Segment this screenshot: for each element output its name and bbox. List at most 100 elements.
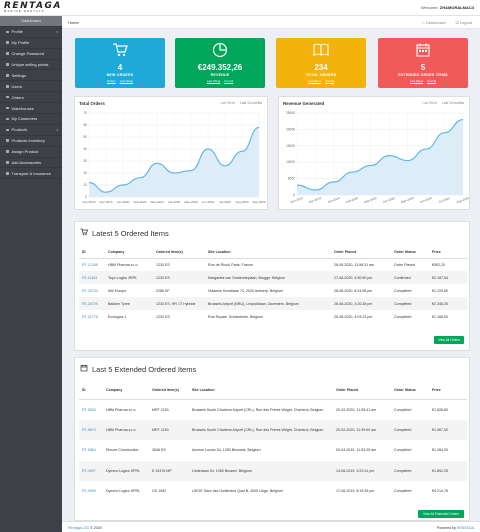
- card-link[interactable]: Orders: [107, 79, 116, 83]
- order-id-link[interactable]: RT-5893: [82, 407, 96, 412]
- sidebar-item-assign-product[interactable]: Assign Product: [0, 147, 62, 158]
- card-label: NEW ORDERS: [106, 73, 134, 77]
- table-cell: Confirmed: [391, 271, 429, 284]
- table-row[interactable]: RT-4997 Dymmo Logics SPRL E 15176 MP Linded…: [79, 460, 467, 481]
- card-link[interactable]: Last Week: [119, 79, 133, 83]
- column-header[interactable]: Order Status: [391, 246, 429, 259]
- footer-brand-link[interactable]: Rentaga LTD: [68, 526, 90, 530]
- table-cell: Bakken Tyree: [105, 297, 153, 310]
- column-header[interactable]: Order Placed: [331, 246, 391, 259]
- x-tick-label: Feb-2020: [345, 196, 359, 204]
- table-cell: Margareta van Oostendeplaan, Brugge, Bel…: [205, 271, 331, 284]
- sidebar-item-label: Orders: [11, 94, 24, 100]
- sidebar-item-my-profile[interactable]: My Profile: [0, 38, 62, 49]
- table-row[interactable]: RT-5870 HBM Pharma s.r.o. MRT 2150 Brussels…: [79, 419, 467, 440]
- column-header[interactable]: Order Placed: [333, 382, 391, 400]
- sidebar-item-change-password[interactable]: Change Password: [0, 49, 62, 60]
- logout-link[interactable]: ⏻ Logout: [455, 20, 472, 25]
- order-id-link[interactable]: RT-21778: [82, 314, 98, 319]
- column-header[interactable]: Price: [429, 246, 467, 259]
- chart-tool-last-12-months[interactable]: Last 12 months: [240, 101, 262, 105]
- card-link[interactable]: Overall: [224, 79, 234, 83]
- order-id-link[interactable]: RT-12345: [82, 262, 98, 267]
- menu-dot-icon: [6, 52, 9, 55]
- sidebar-item-add-accessories[interactable]: Add Accessories: [0, 158, 62, 169]
- card-link[interactable]: Last Week: [409, 79, 424, 83]
- card-extended-order-items[interactable]: 5 EXTENDED ORDER ITEMS Last Week Overall: [378, 38, 468, 88]
- table-row[interactable]: RT-11164 Toyo Logics 3RPL 1230 ES Margareta…: [79, 271, 467, 284]
- card-total-orders[interactable]: 234 TOTAL ORDERS Last Week Overall: [276, 38, 366, 88]
- column-header[interactable]: Price: [429, 382, 467, 400]
- dashboard-link[interactable]: ⌂ Dashboard: [422, 20, 446, 25]
- menu-dot-icon: [6, 128, 9, 132]
- order-id-link[interactable]: RT-5864: [82, 448, 96, 453]
- x-tick-label: Dec-2019: [308, 196, 322, 204]
- table-row[interactable]: RT-4909 Dymmo Logics SPRL GS 1552 LIEGE Gar…: [79, 481, 467, 502]
- column-header[interactable]: Site Location: [205, 246, 331, 259]
- column-header[interactable]: Order Status: [391, 382, 429, 400]
- table-row[interactable]: RT-21778 Ecologics 1 1230 ES Rue Royale, Sc…: [79, 310, 467, 323]
- order-id-link[interactable]: RT-4909: [82, 489, 96, 494]
- order-id-link[interactable]: RT-25709: [79, 297, 105, 310]
- card-revenue[interactable]: €249.352,26 REVENUE Last Week Overall: [175, 38, 265, 88]
- column-header[interactable]: Site Location: [189, 382, 333, 400]
- chart-tool-last-week[interactable]: Last Week: [422, 101, 438, 105]
- table-cell: HBM Pharma s.r.o.: [106, 407, 137, 412]
- column-header[interactable]: ID: [79, 246, 105, 259]
- table-header-row: ID Company Ordered Item(s) Site Location Ord…: [79, 382, 467, 400]
- table-row[interactable]: RT-25734 AW Europe 2266 KF Vlaamse Kunstlaa…: [79, 284, 467, 297]
- chart-tool-last-12-months[interactable]: Last 12 months: [442, 101, 464, 105]
- table-row[interactable]: RT-25709 Bakken Tyree 1230 ES, HR 1T Hybri…: [79, 297, 467, 310]
- y-tick-label: 40: [83, 147, 87, 151]
- breadcrumb-home[interactable]: Home: [68, 20, 79, 25]
- order-id-link[interactable]: RT-4997: [79, 460, 103, 481]
- table-cell: 26-08-2020, 8:24:58 pm: [334, 288, 373, 293]
- table-row[interactable]: RT-12345 HBM Pharma s.r.o. 1230 ES Rue de R…: [79, 258, 467, 271]
- sidebar-item-settings[interactable]: Settings: [0, 70, 62, 82]
- y-tick-label: 20: [83, 171, 87, 175]
- order-id-link[interactable]: RT-5870: [79, 419, 103, 440]
- menu-dot-icon: [6, 117, 9, 121]
- column-header[interactable]: ID: [79, 382, 103, 400]
- sidebar-item-transport-insurance[interactable]: Transport & Insurance: [0, 168, 62, 180]
- column-header[interactable]: Ordered Item(s): [153, 246, 205, 259]
- sidebar-item-unique-selling-points[interactable]: Unique selling points: [0, 60, 62, 71]
- footer-powered-link[interactable]: RENTAGA: [456, 526, 474, 530]
- card-link[interactable]: Overall: [427, 79, 437, 83]
- view-all-orders-button[interactable]: View All Orders: [434, 336, 464, 344]
- sidebar-item-products-inventory[interactable]: Products Inventory: [0, 136, 62, 147]
- y-tick-label: 15000: [286, 144, 295, 148]
- sidebar-item-profile[interactable]: Profile ▾: [0, 27, 62, 38]
- sidebar-item-orders[interactable]: Orders: [0, 92, 62, 104]
- table-cell: €2.346,25: [429, 297, 467, 310]
- table-cell: 1230 ES: [156, 314, 170, 319]
- sidebar-item-products[interactable]: Products ▾: [0, 125, 62, 136]
- sidebar-item-warehouses[interactable]: Warehouses: [0, 103, 62, 115]
- sidebar-item-my-customers[interactable]: My Customers: [0, 114, 62, 125]
- card-link[interactable]: Last Week: [206, 79, 221, 83]
- card-link[interactable]: Last Week: [307, 79, 322, 83]
- view-all-extended-orders-button[interactable]: View All Extended Orders: [418, 510, 464, 518]
- table-cell: 1230 ES: [156, 262, 170, 267]
- x-tick-label: Jun-2020: [419, 196, 432, 204]
- card-label: TOTAL ORDERS: [305, 73, 337, 77]
- card-link[interactable]: Overall: [325, 79, 335, 83]
- table-cell: Completed: [391, 460, 429, 481]
- order-id-link[interactable]: RT-25734: [82, 288, 98, 293]
- card-new-orders[interactable]: 4 NEW ORDERS Orders Last Week: [75, 38, 165, 88]
- sidebar-item-dashboard[interactable]: Dashboard: [0, 16, 62, 27]
- chart-tool-last-week[interactable]: Last Week: [220, 101, 236, 105]
- sidebar-item-label: Users: [11, 83, 22, 89]
- column-header[interactable]: Company: [103, 382, 149, 400]
- table-row[interactable]: RT-5864 Elmore Construction 2646 ES Avenue …: [79, 440, 467, 461]
- table-row[interactable]: RT-5893 HBM Pharma s.r.o. MRT 2150 Brussels…: [79, 399, 467, 420]
- sidebar-item-users[interactable]: Users: [0, 81, 62, 93]
- table-cell: Brussels South Charleroi Airport (CRL), …: [189, 419, 333, 440]
- table-cell: Rue Royale, Schaerbeek, Belgium: [208, 314, 263, 319]
- table-cell: 20-02-2020, 11:39:00 am: [333, 419, 391, 440]
- column-header[interactable]: Company: [105, 246, 153, 259]
- column-header[interactable]: Ordered Item(s): [149, 382, 189, 400]
- logo[interactable]: RENTAGA MARINE RENTALS: [4, 2, 60, 14]
- order-id-link[interactable]: RT-11164: [79, 271, 105, 284]
- latest-orders-title: Latest 5 Ordered Items: [80, 228, 169, 238]
